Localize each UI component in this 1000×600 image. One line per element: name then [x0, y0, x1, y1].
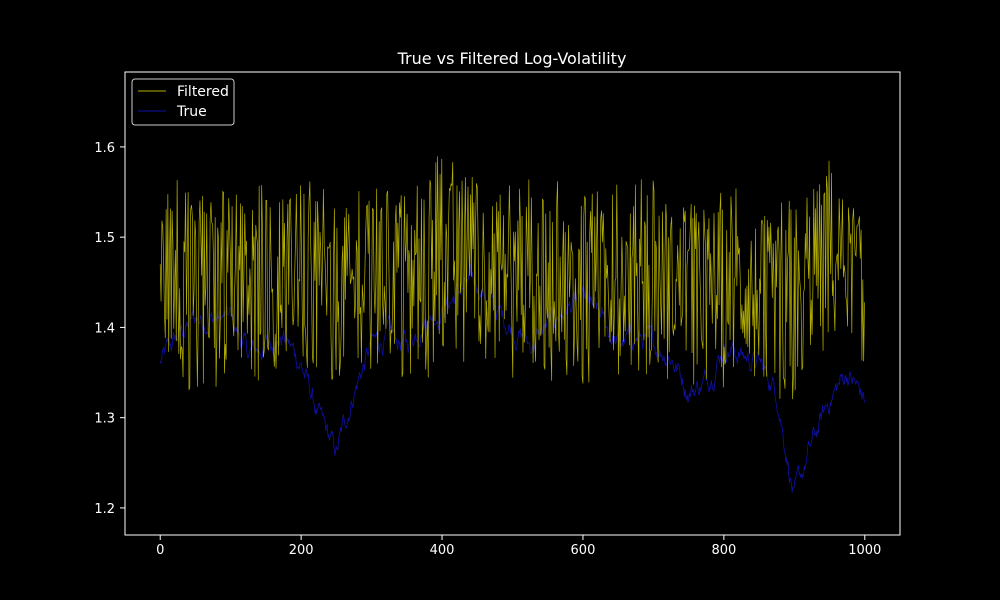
- legend: Filtered True: [131, 78, 235, 126]
- chart-title: True vs Filtered Log-Volatility: [397, 49, 627, 68]
- series-line-true: [159, 264, 866, 493]
- x-tick-label: 200: [289, 543, 314, 558]
- x-tick-label: 0: [156, 543, 164, 558]
- plot-frame: [124, 71, 901, 536]
- series-line-filtered: [159, 156, 865, 400]
- y-axis: 1.2 1.3 1.4 1.5 1.6: [94, 141, 125, 517]
- y-tick-label: 1.3: [94, 412, 115, 427]
- legend-label-filtered: Filtered: [177, 84, 229, 100]
- y-tick-label: 1.5: [94, 231, 115, 246]
- x-axis: 0 200 400 600 800 1000: [156, 535, 881, 558]
- legend-label-true: True: [176, 104, 207, 120]
- plot-area: [159, 156, 866, 493]
- x-tick-label: 400: [430, 543, 455, 558]
- x-tick-label: 800: [711, 543, 736, 558]
- y-tick-label: 1.4: [94, 321, 115, 336]
- x-tick-label: 600: [571, 543, 596, 558]
- y-tick-label: 1.2: [94, 502, 115, 517]
- y-tick-label: 1.6: [94, 141, 115, 156]
- x-tick-label: 1000: [848, 543, 881, 558]
- series-layer: [159, 156, 866, 493]
